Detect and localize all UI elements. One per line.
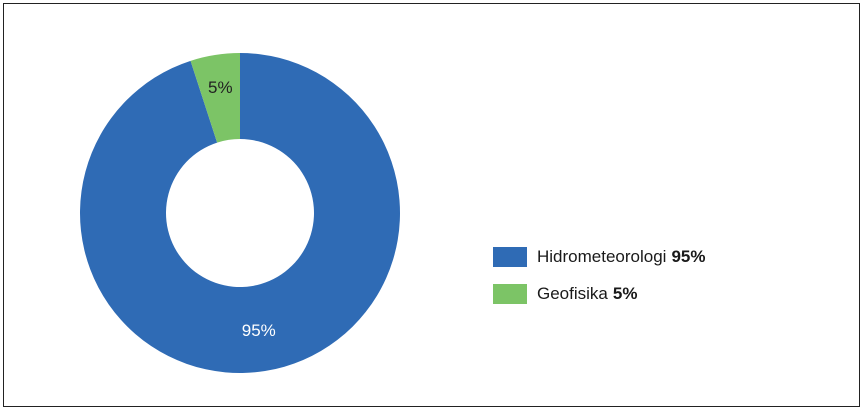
legend-swatch-geofisika <box>493 283 527 304</box>
legend-value-geofisika: 5% <box>612 283 638 303</box>
legend-text-geofisika: Geofisika 5% <box>537 284 637 304</box>
legend-item-hidrometeorologi: Hidrometeorologi 95% <box>493 243 705 270</box>
chart-legend: Hidrometeorologi 95% Geofisika 5% <box>493 243 705 317</box>
donut-slice-hidrometeorologi <box>79 53 400 373</box>
legend-value-hidrometeorologi: 95% <box>671 246 706 266</box>
legend-swatch-hidrometeorologi <box>493 246 527 267</box>
slice-label-hidrometeorologi: 95% <box>242 321 276 340</box>
legend-text-hidrometeorologi: Hidrometeorologi 95% <box>537 247 705 267</box>
donut-slice-geofisika <box>190 53 240 143</box>
legend-label-geofisika: Geofisika <box>537 283 608 303</box>
legend-item-geofisika: Geofisika 5% <box>493 280 705 307</box>
legend-label-hidrometeorologi: Hidrometeorologi <box>537 246 667 266</box>
slice-label-geofisika: 5% <box>208 78 233 97</box>
